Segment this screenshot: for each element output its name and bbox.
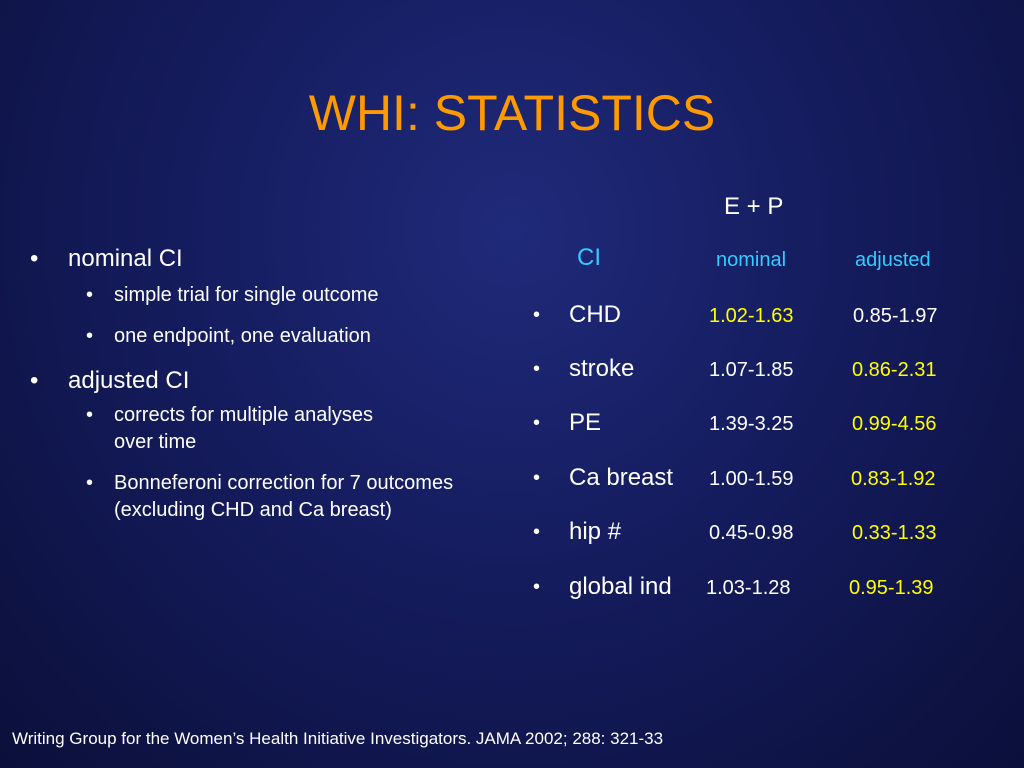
nominal-ci-value: 0.45-0.98 [709,522,794,544]
adjusted-ci-value: 0.85-1.97 [853,305,938,327]
adjusted-ci-value: 0.33-1.33 [852,522,937,544]
table-row-label: stroke [569,355,635,382]
bullet-icon: • [86,284,94,306]
bullet-icon: • [533,412,541,434]
slide-title: WHI: STATISTICS [308,85,716,141]
sub-bullet-bonferroni: • Bonneferoni correction for 7 outcomes … [30,470,454,524]
bullet-icon: • [86,404,94,426]
nominal-ci-value: 1.03-1.28 [706,577,791,599]
citation-footer: Writing Group for the Women’s Health Ini… [12,729,664,748]
adjusted-column-header: adjusted [855,249,931,271]
sub-bullet-text: one endpoint, one evaluation [114,325,371,347]
sub-bullet-text: corrects for multiple analyses over time [114,404,373,453]
adjusted-ci-value: 0.86-2.31 [852,359,937,381]
bullet-adjusted-ci: • adjusted CI [30,366,450,396]
table-row-label: Ca breast [569,464,674,491]
table-row-label: global ind [569,573,672,600]
table-row-label: PE [569,409,602,436]
table-row-label: CHD [569,301,621,328]
sub-bullet-one-endpoint: • one endpoint, one evaluation [30,323,384,350]
sub-bullet-corrects: • corrects for multiple analyses over ti… [30,402,384,456]
bullet-icon: • [30,367,39,394]
adjusted-ci-value: 0.95-1.39 [849,577,934,599]
nominal-ci-value: 1.00-1.59 [709,468,794,490]
sub-bullet-text: simple trial for single outcome [114,284,379,306]
bullet-nominal-ci: • nominal CI [30,244,450,274]
ci-column-header: CI [577,244,601,271]
bullet-icon: • [533,304,541,326]
nominal-ci-value: 1.02-1.63 [709,305,794,327]
bullet-icon: • [533,358,541,380]
bullet-label: nominal CI [68,245,183,272]
nominal-column-header: nominal [716,249,787,271]
nominal-ci-value: 1.39-3.25 [709,413,794,435]
adjusted-ci-value: 0.83-1.92 [851,468,936,490]
nominal-ci-value: 1.07-1.85 [709,359,794,381]
left-bullet-list: • nominal CI • simple trial for single o… [30,244,453,524]
bullet-icon: • [533,521,541,543]
sub-bullet-simple-trial: • simple trial for single outcome [30,282,384,309]
table-row-label: hip # [569,518,622,545]
bullet-icon: • [86,325,94,347]
bullet-label: adjusted CI [68,367,190,394]
group-header: E + P [724,193,784,220]
sub-bullet-text: Bonneferoni correction for 7 outcomes (e… [114,472,454,521]
bullet-icon: • [533,576,541,598]
bullet-icon: • [86,472,94,494]
bullet-icon: • [533,467,541,489]
bullet-icon: • [30,245,39,272]
adjusted-ci-value: 0.99-4.56 [852,413,937,435]
